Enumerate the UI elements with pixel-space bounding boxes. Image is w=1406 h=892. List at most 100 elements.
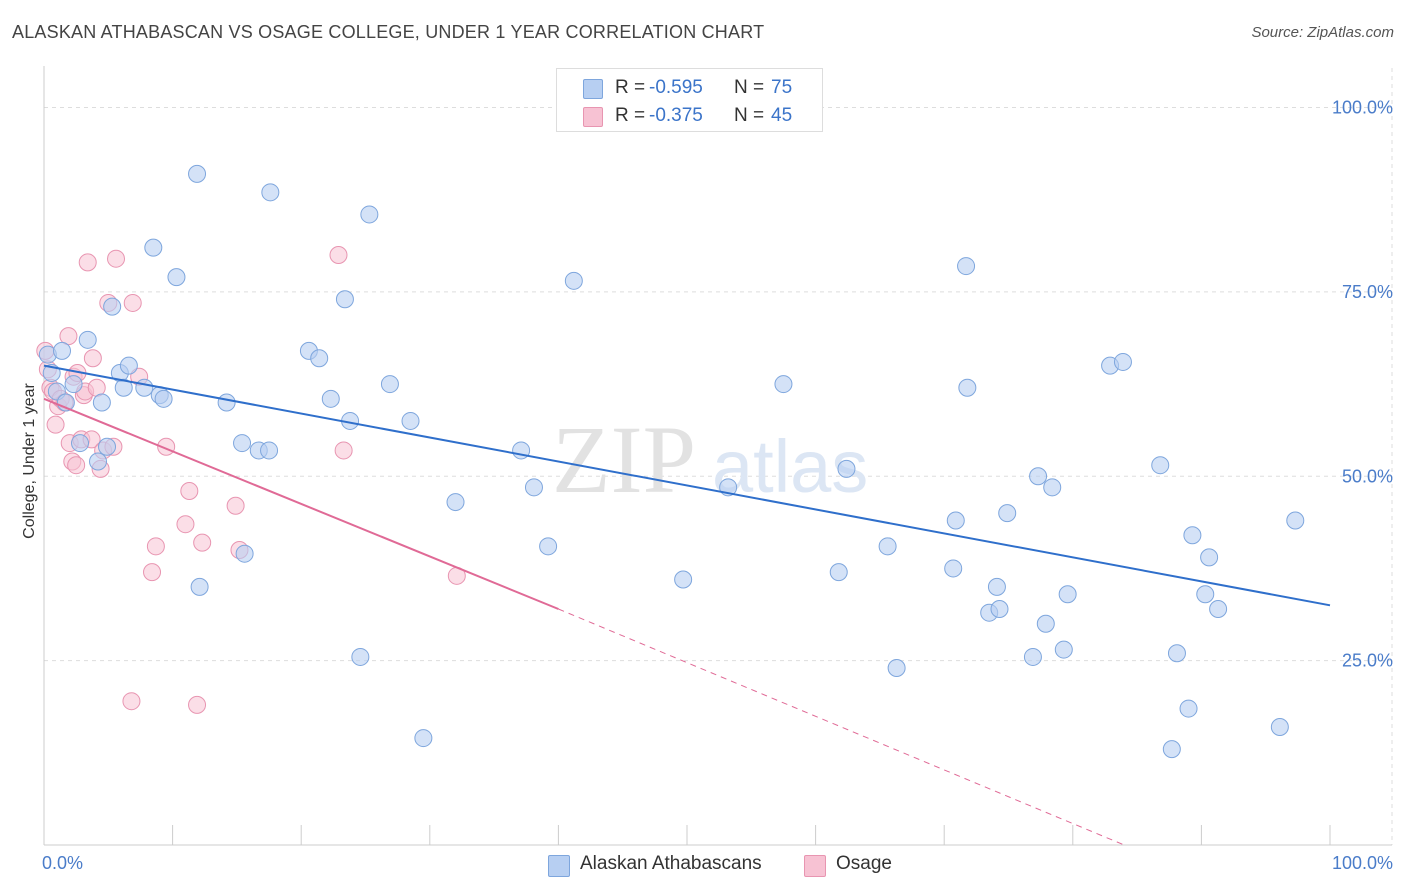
- osage-point: [193, 533, 212, 552]
- alaskan-athabascans-point: [360, 205, 379, 224]
- alaskan-athabascans-point: [119, 356, 138, 375]
- osage-point: [123, 293, 142, 312]
- alaskan-athabascans-point: [78, 330, 97, 349]
- chart-source: Source: ZipAtlas.com: [1251, 24, 1394, 41]
- alaskan-athabascans-trend-line: [43, 364, 1331, 607]
- alaskan-athabascans-points: [38, 164, 1305, 759]
- alaskan-athabascans-point: [946, 511, 965, 530]
- alaskan-athabascans-point: [190, 577, 209, 596]
- osage-point: [78, 253, 97, 272]
- trend-lines: [43, 364, 1331, 846]
- alaskan-athabascans-point: [92, 393, 111, 412]
- alaskan-athabascans-point: [990, 600, 1009, 618]
- alaskan-athabascans-point: [837, 459, 856, 478]
- osage-point: [226, 496, 245, 515]
- n-label: N =: [734, 77, 765, 98]
- alaskan-athabascans-point: [1270, 718, 1289, 736]
- n-value: 75: [771, 77, 793, 98]
- alaskan-athabascans-point: [135, 378, 154, 397]
- alaskan-athabascans-point: [1058, 585, 1077, 604]
- alaskan-athabascans-point: [217, 393, 236, 412]
- axes: [43, 66, 1392, 846]
- alaskan-athabascans-point: [1167, 644, 1186, 663]
- osage-trend-line: [43, 397, 559, 610]
- alaskan-athabascans-point: [154, 389, 173, 408]
- alaskan-athabascans-point: [1209, 600, 1228, 618]
- alaskan-athabascans-point: [98, 437, 117, 456]
- osage-point: [334, 441, 353, 460]
- alaskan-athabascans-point: [944, 559, 963, 578]
- alaskan-athabascans-point: [351, 647, 370, 666]
- alaskan-athabascans-point: [987, 577, 1006, 596]
- alaskan-athabascans-point: [380, 375, 399, 394]
- osage-point: [122, 692, 141, 711]
- alaskan-athabascans-point: [1286, 511, 1305, 530]
- alaskan-athabascans-point: [878, 537, 897, 556]
- alaskan-athabascans-point: [235, 544, 254, 563]
- x-tick-label-min: 0.0%: [42, 853, 83, 873]
- legend-label: Osage: [836, 853, 892, 874]
- alaskan-athabascans-point: [414, 729, 433, 748]
- alaskan-athabascans-point: [335, 290, 354, 309]
- alaskan-athabascans-point: [1036, 614, 1055, 633]
- pink-swatch: [583, 107, 603, 127]
- alaskan-athabascans-point: [310, 349, 329, 368]
- chart-title: ALASKAN ATHABASCAN VS OSAGE COLLEGE, UND…: [12, 22, 765, 42]
- alaskan-athabascans-point: [674, 570, 693, 589]
- alaskan-athabascans-point: [233, 434, 252, 453]
- chart-legend: Alaskan Athabascans Osage: [0, 852, 1406, 878]
- legend-pink-swatch: [804, 855, 826, 877]
- y-tick-label: 25.0%: [1342, 651, 1393, 671]
- legend-label: Alaskan Athabascans: [580, 853, 762, 874]
- alaskan-athabascans-point: [998, 504, 1017, 523]
- alaskan-athabascans-point: [774, 375, 793, 394]
- n-label: N =: [734, 105, 765, 126]
- n-value: 45: [771, 105, 793, 126]
- r-label: R =: [615, 105, 646, 126]
- osage-point: [107, 249, 126, 268]
- y-tick-label: 50.0%: [1342, 466, 1393, 486]
- stats-legend-box: R = -0.595 N = 75 R = -0.375 N = 45: [556, 68, 823, 132]
- alaskan-athabascans-point: [957, 257, 976, 276]
- osage-point: [188, 695, 207, 714]
- alaskan-athabascans-point: [1054, 640, 1073, 659]
- alaskan-athabascans-point: [958, 378, 977, 397]
- alaskan-athabascans-point: [1151, 456, 1170, 475]
- alaskan-athabascans-point: [89, 452, 108, 471]
- alaskan-athabascans-point: [64, 375, 83, 394]
- y-tick-label: 75.0%: [1342, 282, 1393, 302]
- watermark: ZIP atlas: [552, 406, 868, 513]
- alaskan-athabascans-point: [1029, 467, 1048, 486]
- alaskan-athabascans-point: [1183, 526, 1202, 545]
- alaskan-athabascans-point: [1162, 740, 1181, 759]
- alaskan-athabascans-point: [1023, 647, 1042, 666]
- alaskan-athabascans-point: [524, 478, 543, 497]
- alaskan-athabascans-point: [829, 563, 848, 582]
- alaskan-athabascans-point: [103, 297, 122, 316]
- alaskan-athabascans-point: [321, 389, 340, 408]
- osage-point: [146, 537, 165, 556]
- alaskan-athabascans-point: [539, 537, 558, 556]
- osage-points: [36, 246, 466, 714]
- alaskan-athabascans-point: [114, 378, 133, 397]
- osage-point: [143, 563, 162, 582]
- osage-point: [46, 415, 65, 434]
- osage-point: [83, 349, 102, 368]
- alaskan-athabascans-point: [1179, 699, 1198, 718]
- alaskan-athabascans-point: [261, 183, 280, 202]
- grid-lines: [44, 68, 1393, 845]
- alaskan-athabascans-point: [1113, 352, 1132, 371]
- x-tick-label-max: 100.0%: [1332, 853, 1393, 873]
- y-axis-label: College, Under 1 year: [21, 383, 38, 539]
- osage-trend-extension: [558, 608, 1125, 846]
- alaskan-athabascans-point: [446, 493, 465, 512]
- alaskan-athabascans-point: [401, 411, 420, 430]
- alaskan-athabascans-point: [53, 341, 72, 360]
- osage-point: [180, 482, 199, 500]
- y-tick-label: 100.0%: [1332, 98, 1393, 118]
- tick-labels: 25.0% 50.0% 75.0% 100.0% 0.0% 100.0% College, …: [21, 98, 1393, 874]
- osage-point: [329, 246, 348, 264]
- r-label: R =: [615, 77, 646, 98]
- alaskan-athabascans-point: [260, 441, 279, 460]
